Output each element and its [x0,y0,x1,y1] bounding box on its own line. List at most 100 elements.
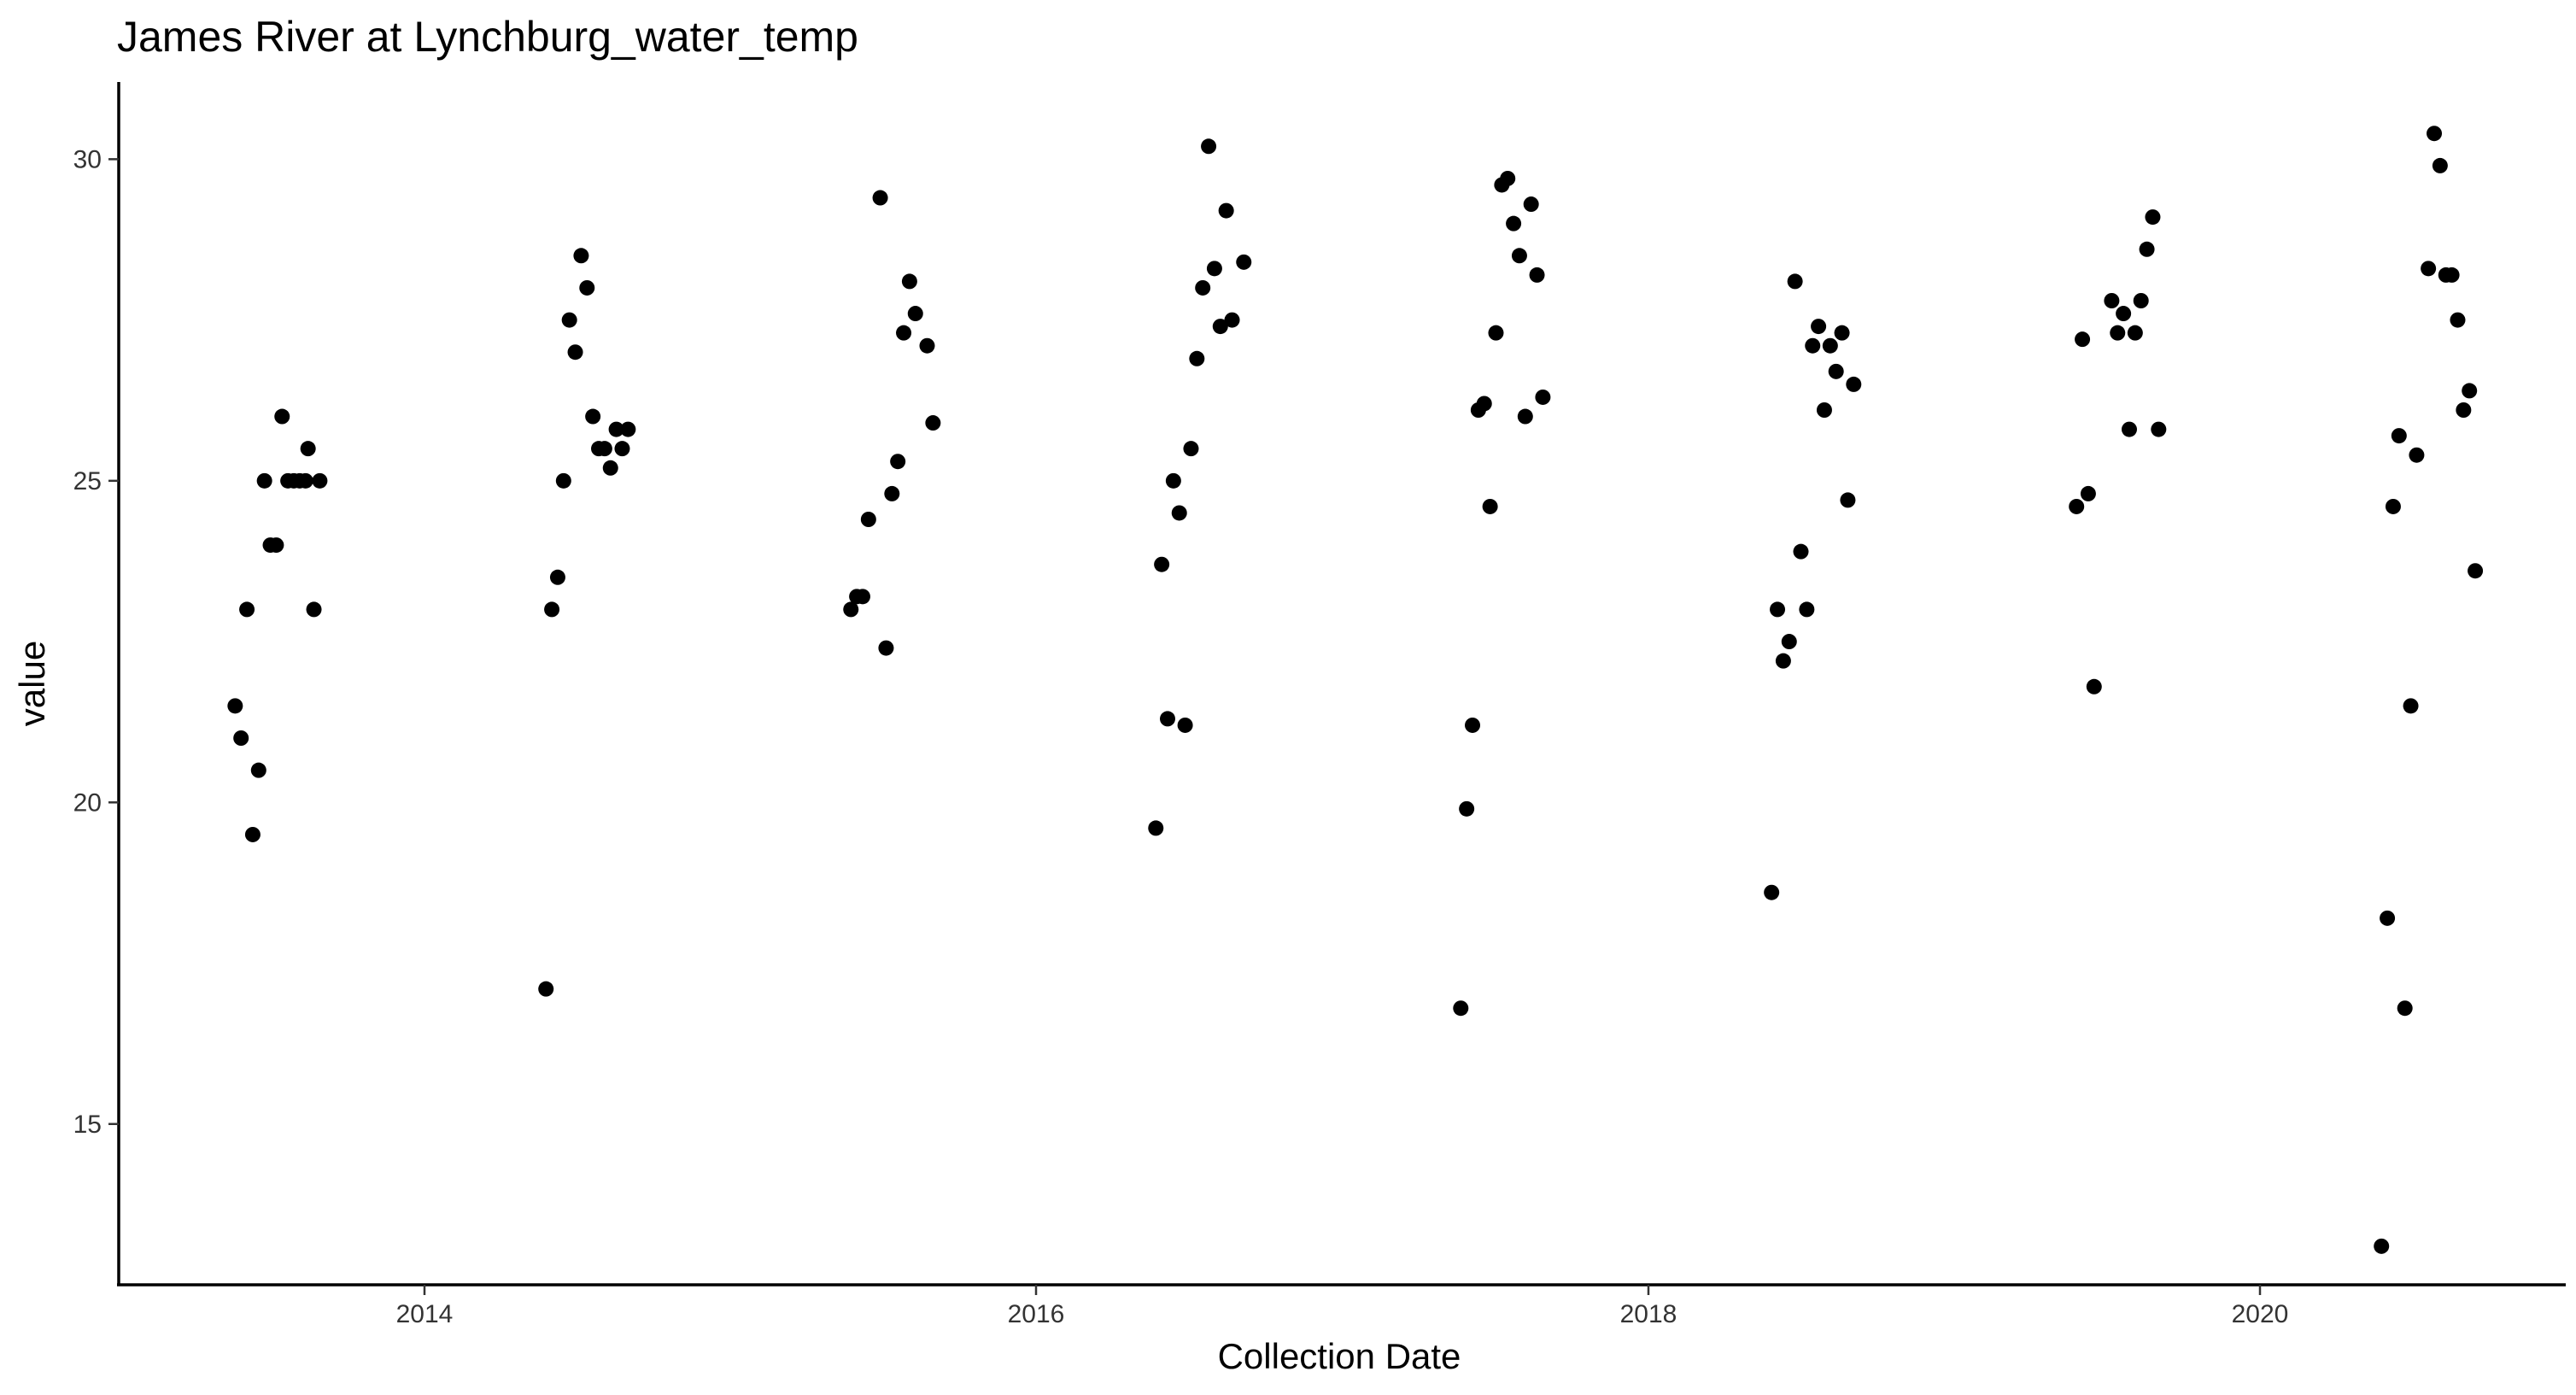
data-point [1189,350,1205,366]
data-point [2432,157,2448,173]
data-point [1517,408,1533,425]
data-point [1535,389,1551,405]
data-point [1846,376,1862,392]
data-point [2104,293,2120,308]
data-point [2069,498,2085,514]
x-tick-label-2014: 2014 [396,1300,454,1328]
data-point [1529,267,1545,283]
data-point [2086,678,2102,695]
data-point [596,441,612,457]
data-point [579,279,595,296]
data-point [1218,202,1234,219]
data-point [1799,601,1815,618]
data-point [1224,312,1240,328]
data-point [227,698,243,714]
data-point [2468,563,2484,579]
data-points [227,126,2484,1254]
data-point [1453,1000,1469,1017]
data-point [1523,196,1539,213]
data-point [614,441,630,457]
data-point [907,306,923,322]
data-point [2116,306,2132,322]
x-axis-label: Collection Date [1218,1336,1461,1376]
data-point [268,537,284,554]
data-point [608,421,624,437]
data-point [896,325,912,341]
data-point [2409,447,2425,463]
y-axis-label: value [12,641,52,726]
data-point [1811,319,1827,335]
data-point [872,190,888,206]
data-point [549,569,565,585]
data-point [2080,485,2096,501]
data-point [1171,505,1187,521]
data-point [1482,498,1498,514]
data-point [244,826,261,842]
data-point [2127,325,2143,341]
data-point [2444,267,2460,283]
data-point [2391,428,2407,444]
data-point [1465,717,1481,733]
data-point [1816,402,1832,418]
data-point [1793,543,1809,560]
x-tick-label-2018: 2018 [1620,1300,1677,1328]
data-point [1195,279,1211,296]
data-point [878,640,894,656]
y-tick-label-20: 20 [73,788,102,817]
data-point [544,601,560,618]
data-point [538,981,554,997]
data-point [256,472,272,489]
data-point [250,762,266,778]
data-point [1781,634,1797,650]
data-point [1488,325,1504,341]
data-point [585,408,601,425]
data-point [1840,492,1856,508]
y-tick-label-25: 25 [73,467,102,495]
data-point [2121,421,2137,437]
data-point [1834,325,1850,341]
data-point [2403,698,2419,714]
data-point [1212,319,1228,335]
data-point [312,472,328,489]
data-point [2374,1238,2390,1254]
plot-area: 15 20 25 30 2014 2016 2018 2020 [73,82,2566,1328]
data-point [233,730,249,746]
data-point [2380,910,2396,926]
data-point [2427,126,2443,142]
data-point [620,421,636,437]
data-point [573,248,589,264]
y-tick-label-30: 30 [73,145,102,173]
y-tick-label-15: 15 [73,1111,102,1139]
data-point [300,441,316,457]
data-point [561,312,577,328]
x-tick-label-2020: 2020 [2232,1300,2289,1328]
data-point [1511,248,1527,264]
data-point [2385,498,2401,514]
data-point [2151,421,2167,437]
data-point [306,601,322,618]
data-point [1828,363,1844,379]
data-point [860,512,876,527]
data-point [901,273,917,290]
data-point [925,415,941,431]
data-point [1206,261,1222,277]
data-point [2456,402,2472,418]
data-point [2421,261,2437,277]
data-point [239,601,255,618]
data-point [1506,215,1522,232]
data-point [2397,1000,2413,1017]
data-point [2139,241,2155,257]
x-axis-ticks: 2014 2016 2018 2020 [396,1285,2289,1328]
data-point [2462,383,2478,399]
data-point [1154,556,1170,572]
data-point [1165,472,1181,489]
data-point [2075,331,2091,348]
x-tick-label-2016: 2016 [1008,1300,1065,1328]
data-point [854,589,870,605]
data-point [1177,717,1193,733]
data-point [2133,293,2149,308]
data-point [567,344,583,360]
data-point [890,454,906,470]
data-point [297,472,313,489]
